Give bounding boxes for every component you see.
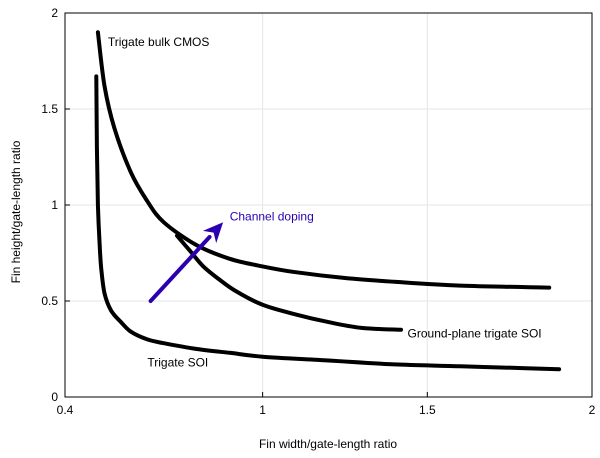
y-axis-title: Fin height/gate-length ratio bbox=[9, 140, 23, 283]
series-trigate-bulk-cmos bbox=[95, 30, 552, 290]
x-tick-label: 2 bbox=[589, 403, 596, 417]
x-tick-label: 0.4 bbox=[57, 403, 74, 417]
x-tick-label: 1.5 bbox=[419, 403, 436, 417]
y-tick-label: 2 bbox=[51, 6, 58, 20]
y-ticks: 0 0.5 1 1.5 2 bbox=[41, 6, 70, 404]
y-tick-label: 0.5 bbox=[41, 294, 58, 308]
series-labels: Trigate bulk CMOS Ground-plane trigate SO… bbox=[108, 35, 542, 370]
series-ground-plane-trigate-soi bbox=[175, 233, 403, 332]
y-tick-label: 1 bbox=[51, 198, 58, 212]
y-tick-label: 0 bbox=[51, 390, 58, 404]
series-label: Ground-plane trigate SOI bbox=[408, 327, 542, 341]
x-ticks: 0.4 1 1.5 2 bbox=[57, 392, 596, 417]
channel-doping-label: Channel doping bbox=[230, 210, 314, 224]
channel-doping-arrow-head bbox=[202, 222, 224, 244]
x-tick-label: 1 bbox=[259, 403, 266, 417]
series-label: Trigate SOI bbox=[147, 355, 208, 369]
channel-doping-arrow-shaft bbox=[148, 234, 212, 303]
series-label: Trigate bulk CMOS bbox=[108, 35, 210, 49]
y-tick-label: 1.5 bbox=[41, 102, 58, 116]
annotations: Channel doping bbox=[148, 210, 314, 303]
series-lines bbox=[94, 30, 562, 372]
x-axis-title: Fin width/gate-length ratio bbox=[259, 437, 397, 451]
series-trigate-soi bbox=[94, 74, 562, 372]
